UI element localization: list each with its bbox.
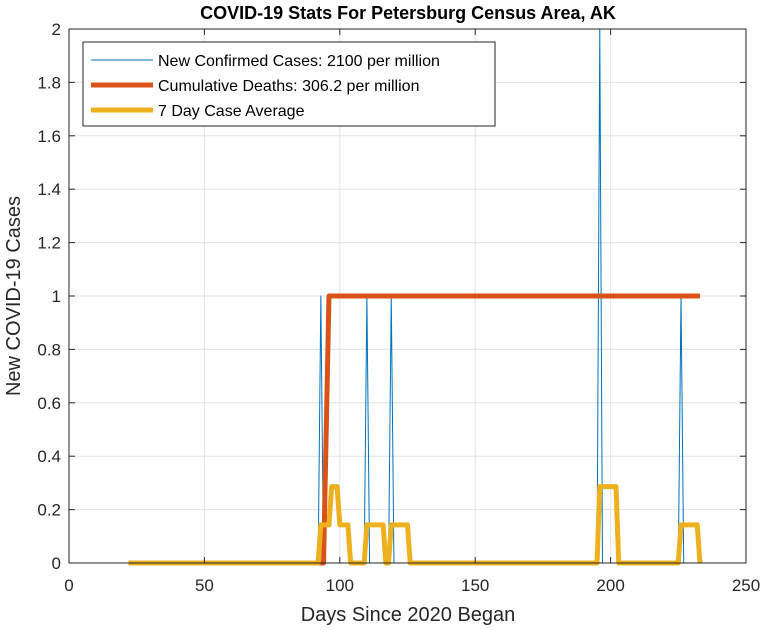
y-tick-label: 1 [52,287,61,306]
y-tick-label: 2 [52,20,61,39]
y-axis-label: New COVID-19 Cases [3,196,25,396]
x-axis-label: Days Since 2020 Began [301,604,516,626]
y-tick-label: 0.6 [37,394,61,413]
y-tick-label: 1.2 [37,234,61,253]
x-tick-label: 150 [461,576,489,595]
y-tick-label: 0.4 [37,447,61,466]
y-tick-label: 0 [52,554,61,573]
y-tick-label: 1.6 [37,127,61,146]
legend: New Confirmed Cases: 2100 per million Cu… [82,41,496,127]
x-tick-label: 50 [195,576,214,595]
x-tick-label: 250 [732,576,760,595]
legend-label-deaths: Cumulative Deaths: 306.2 per million [158,78,419,95]
y-tick-label: 1.8 [37,73,61,92]
x-tick-label: 200 [596,576,624,595]
y-tick-label: 0.2 [37,501,61,520]
tick-labels: 0 50 100 150 200 250 0 0.2 0.4 0.6 0.8 1 1.2 1.4 1.6 1.… [37,20,760,595]
y-tick-label: 1.4 [37,180,61,199]
legend-label-new-cases: New Confirmed Cases: 2100 per million [158,53,440,70]
chart-title: COVID-19 Stats For Petersburg Census Are… [200,3,616,23]
y-tick-label: 0.8 [37,340,61,359]
legend-label-average: 7 Day Case Average [158,103,305,120]
x-tick-label: 0 [64,576,73,595]
x-tick-label: 100 [326,576,354,595]
